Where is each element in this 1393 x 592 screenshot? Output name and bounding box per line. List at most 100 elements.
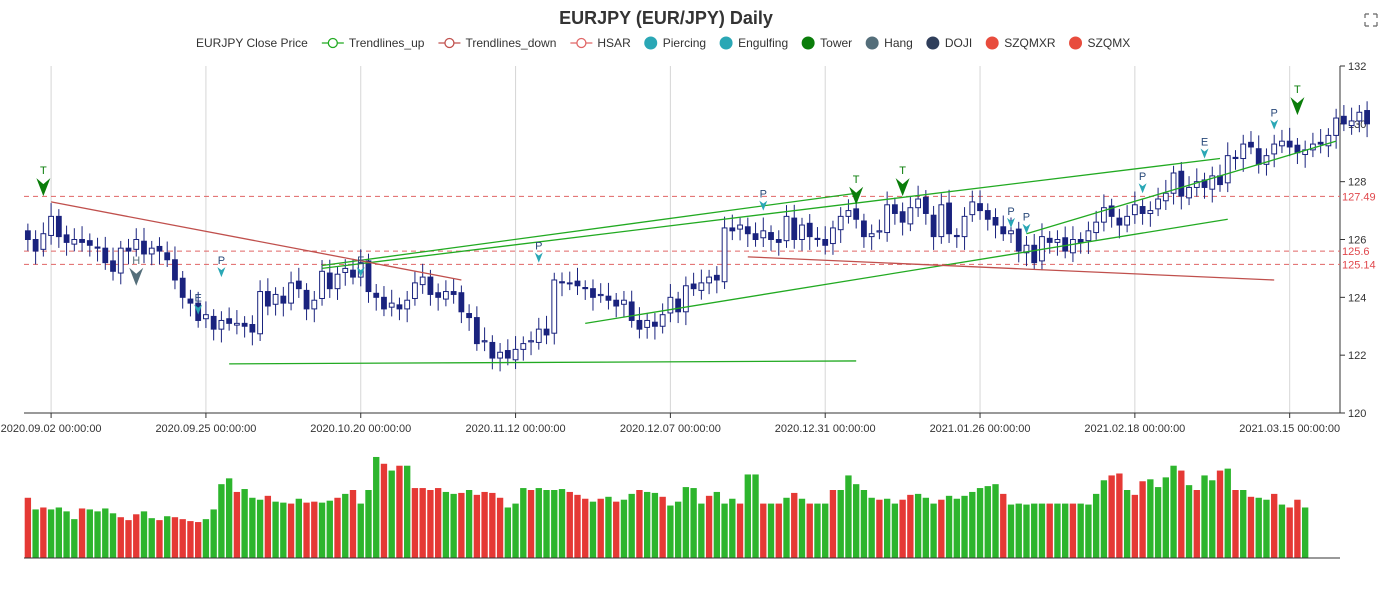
volume-bar: [55, 507, 63, 558]
volume-bar: [481, 491, 488, 558]
volume-bar: [202, 519, 210, 558]
volume-bar: [876, 499, 883, 558]
candle-body: [1046, 237, 1053, 243]
x-tick-label: 2020.09.02 00:00:00: [1, 423, 102, 435]
candle-body: [94, 246, 101, 249]
legend-item-1[interactable]: Trendlines_up: [321, 36, 425, 50]
volume-bar: [527, 490, 535, 558]
candle-body: [79, 239, 85, 243]
volume-bar: [32, 509, 39, 558]
candle-body: [412, 282, 418, 299]
pattern-marker-tower: T: [849, 174, 864, 205]
candle-body: [690, 283, 697, 290]
volume-bar: [249, 497, 256, 558]
volume-bar: [907, 494, 914, 558]
volume-bar: [1263, 499, 1270, 558]
candle-body: [799, 224, 805, 241]
candle-body: [969, 201, 976, 216]
candle-body: [295, 280, 302, 290]
y-tick-label: 132: [1348, 61, 1366, 73]
x-tick-label: 2020.12.07 00:00:00: [620, 423, 721, 435]
volume-bar: [287, 503, 295, 558]
volume-bar: [945, 495, 953, 558]
volume-bar: [1185, 485, 1193, 558]
volume-bar: [326, 500, 333, 558]
marker-pin: [356, 267, 365, 278]
marker-letter: T: [40, 165, 47, 177]
marker-pin: [1138, 183, 1147, 194]
legend-item-8[interactable]: DOJI: [926, 36, 972, 50]
volume-bar: [605, 496, 612, 558]
candle-body: [721, 227, 728, 283]
legend-item-6[interactable]: Tower: [801, 36, 853, 50]
candle-body: [1031, 244, 1038, 264]
marker-arrow: [849, 186, 864, 205]
volume-bar: [504, 507, 511, 558]
candle-body: [1077, 239, 1084, 243]
legend-item-0[interactable]: EURJPY Close Price: [196, 36, 308, 50]
marker-arrow: [129, 267, 144, 286]
candle-body: [884, 204, 891, 234]
volume-bar: [210, 509, 217, 558]
candle-body: [466, 313, 473, 319]
volume-bar: [1116, 473, 1123, 558]
save-image-icon[interactable]: [1363, 12, 1379, 28]
legend-item-10[interactable]: SZQMX: [1069, 36, 1130, 50]
candle-body: [172, 259, 178, 281]
candle-body: [187, 298, 194, 304]
candle-body: [1085, 230, 1092, 242]
legend-item-4[interactable]: Piercing: [644, 36, 706, 50]
legend-item-9[interactable]: SZQMXR: [985, 36, 1056, 50]
volume-bar: [659, 496, 666, 558]
volume-bar: [512, 503, 519, 558]
legend-item-2[interactable]: Trendlines_down: [438, 36, 556, 50]
chart-title: EURJPY (EUR/JPY) Daily: [559, 8, 773, 28]
volume-bar: [1209, 480, 1216, 558]
volume-bar: [992, 484, 999, 558]
volume-bar: [744, 474, 751, 558]
volume-bar: [1240, 490, 1247, 558]
volume-bar: [434, 488, 442, 558]
volume-bar: [78, 508, 86, 558]
volume-bar: [1139, 481, 1146, 558]
legend-item-3[interactable]: HSAR: [570, 36, 631, 50]
volume-bar: [109, 513, 117, 558]
legend-item-7[interactable]: Hang: [865, 36, 913, 50]
pattern-marker-tower: T: [36, 165, 51, 197]
volume-bar: [914, 493, 922, 558]
candle-body: [48, 215, 54, 236]
candle-body: [396, 304, 403, 310]
trendline-up: [229, 360, 857, 365]
volume-bar: [1085, 504, 1092, 558]
marker-pin: [759, 200, 768, 211]
x-tick-label: 2021.03.15 00:00:00: [1239, 423, 1340, 435]
candle-body: [303, 289, 310, 310]
volume-bar: [543, 490, 550, 558]
candle-body: [489, 341, 496, 359]
candle-body: [1116, 217, 1123, 226]
candle-body: [450, 291, 457, 295]
volume-bar: [1271, 493, 1278, 558]
volume-bar: [380, 463, 388, 558]
candle-body: [210, 315, 217, 330]
volume-bar: [458, 492, 465, 558]
legend[interactable]: EURJPY Close Price Trendlines_up Trendline…: [196, 36, 1130, 50]
candle-body: [853, 208, 860, 220]
candle-body: [845, 210, 852, 217]
trendline-down: [747, 256, 1275, 281]
volume-bar: [24, 497, 32, 558]
volume-bar: [674, 501, 682, 558]
pattern-marker-piercing: P: [1138, 171, 1147, 194]
marker-pin: [217, 267, 226, 278]
candle-body: [992, 217, 999, 226]
candle-body: [458, 292, 465, 313]
candle-body: [961, 215, 968, 238]
legend-item-5[interactable]: Engulfing: [719, 36, 789, 50]
volume-bar: [1108, 475, 1115, 558]
volume-bar: [388, 470, 395, 558]
candle-body: [1348, 120, 1355, 127]
candle-body: [1364, 110, 1370, 125]
